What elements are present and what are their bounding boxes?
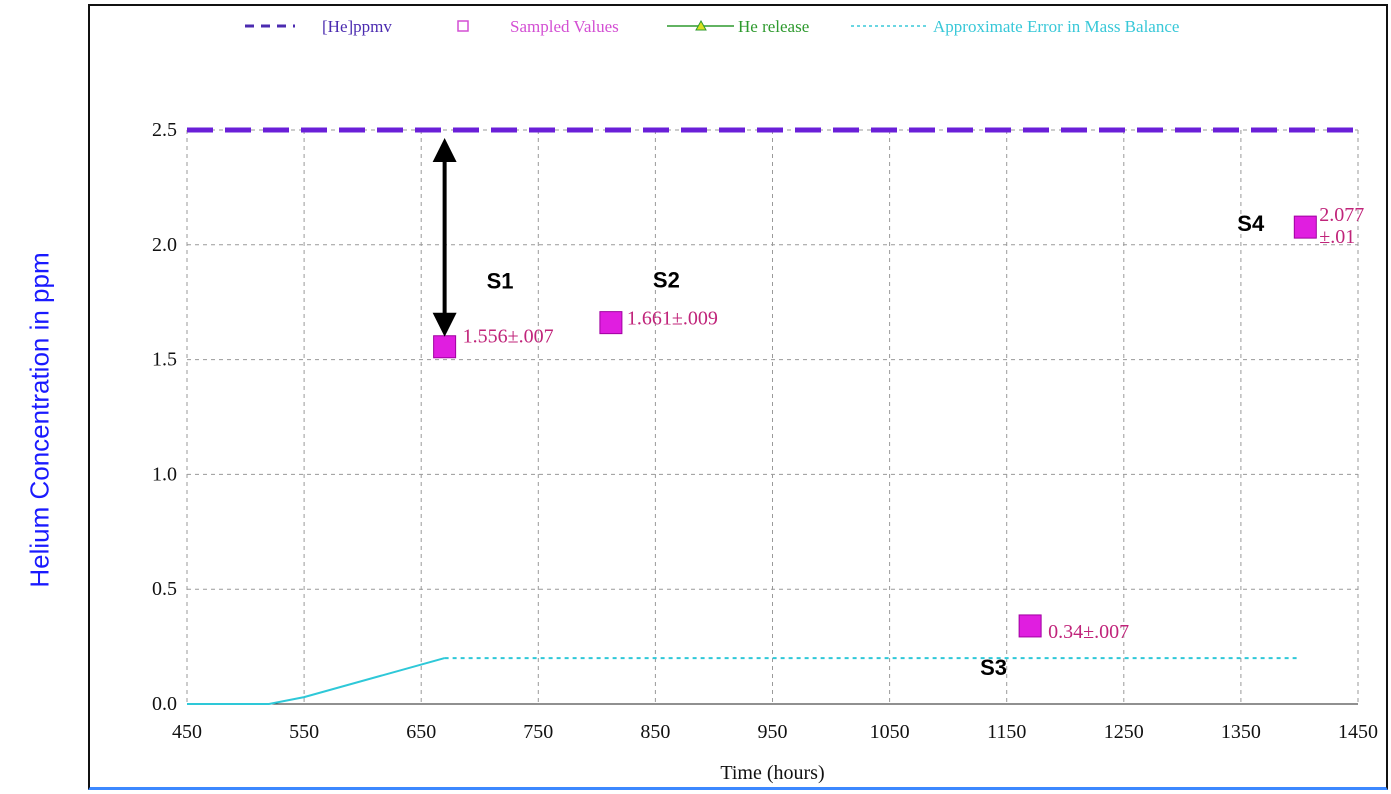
x-tick-label: 950 xyxy=(758,721,788,743)
sample-marker-s3 xyxy=(1018,614,1042,638)
legend-label: [He]ppmv xyxy=(322,17,392,36)
x-tick-label: 1450 xyxy=(1338,721,1378,743)
sample-value-label: 1.556±.007 xyxy=(463,326,554,348)
sample-value-label: ±.01 xyxy=(1319,226,1355,248)
x-tick-label: 1050 xyxy=(870,721,910,743)
sample-marker-s4 xyxy=(1293,215,1317,239)
y-tick-label: 1.0 xyxy=(152,463,177,485)
chart-panel: 450 550 650 750 850 950 1050 1150 1250 1350 1450 0.… xyxy=(88,4,1388,790)
y-tick-label: 0.5 xyxy=(152,578,177,600)
sample-id-label: S4 xyxy=(1237,211,1265,236)
sample-id-label: S3 xyxy=(980,655,1007,680)
x-axis-title: Time (hours) xyxy=(720,762,824,784)
y-tick-label: 2.5 xyxy=(152,119,177,141)
y-tick-label: 0.0 xyxy=(152,693,177,715)
x-tick-label: 650 xyxy=(406,721,436,743)
y-tick-label: 1.5 xyxy=(152,349,177,371)
x-tick-label: 1150 xyxy=(987,721,1026,743)
sample-value-label: 1.661±.009 xyxy=(627,308,718,330)
legend-triangle-swatch xyxy=(695,19,707,31)
y-tick-label: 2.0 xyxy=(152,234,177,256)
series-line-approx-error-solid xyxy=(187,657,445,705)
x-tick-label: 450 xyxy=(172,721,202,743)
sample-id-label: S1 xyxy=(487,269,514,294)
legend-label: Approximate Error in Mass Balance xyxy=(933,17,1179,36)
y-axis-title-area: Helium Concentration in ppm xyxy=(0,0,80,794)
sample-marker-s1 xyxy=(433,335,457,359)
sample-value-label: 2.077 xyxy=(1319,204,1364,226)
x-tick-label: 550 xyxy=(289,721,319,743)
x-tick-label: 850 xyxy=(640,721,670,743)
sample-id-label: S2 xyxy=(653,268,680,293)
chart-svg: 450 550 650 750 850 950 1050 1150 1250 1350 1450 0.… xyxy=(152,17,1378,784)
x-tick-label: 1350 xyxy=(1221,721,1261,743)
x-tick-label: 1250 xyxy=(1104,721,1144,743)
legend-label: Sampled Values xyxy=(510,17,619,36)
y-axis-title: Helium Concentration in ppm xyxy=(24,252,55,588)
x-tick-label: 750 xyxy=(523,721,553,743)
legend-label: He release xyxy=(738,17,809,36)
legend-square-swatch xyxy=(457,20,469,32)
sample-marker-s2 xyxy=(599,311,623,335)
sample-value-label: 0.34±.007 xyxy=(1048,621,1129,643)
